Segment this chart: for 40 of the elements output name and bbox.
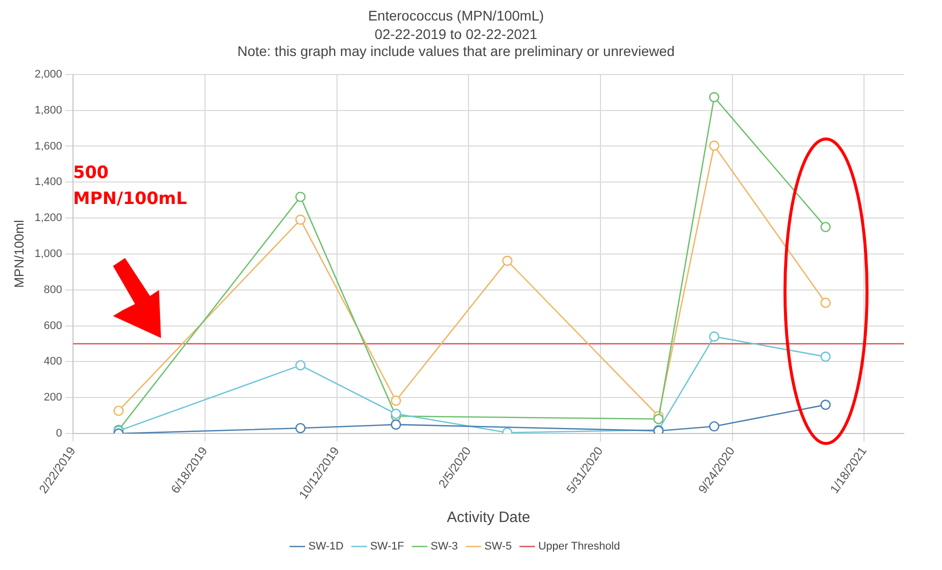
y-tick-label: 1,000 bbox=[34, 248, 62, 260]
point bbox=[820, 222, 831, 232]
x-axis-title: Activity Date bbox=[446, 509, 530, 526]
point bbox=[709, 140, 720, 151]
point bbox=[820, 400, 831, 410]
point bbox=[390, 419, 402, 430]
point bbox=[820, 352, 831, 362]
y-tick-label: 800 bbox=[44, 284, 62, 296]
text: Note: this graph may include values that are preliminary or unreviewed bbox=[237, 42, 675, 59]
y-axis-title: MPN/100ml bbox=[11, 220, 26, 288]
point bbox=[295, 192, 306, 202]
point bbox=[820, 298, 831, 308]
y-tick-label: 1,200 bbox=[34, 212, 62, 224]
point bbox=[390, 396, 402, 406]
point bbox=[709, 421, 720, 432]
y-tick-label: 0 bbox=[56, 428, 62, 440]
legend-label: SW-3 bbox=[430, 540, 458, 553]
point bbox=[709, 92, 720, 102]
chart-title: Enterococcus (MPN/100mL) bbox=[368, 7, 544, 24]
y-tick-label: 200 bbox=[44, 392, 62, 404]
point bbox=[390, 408, 402, 419]
y-tick-label: 400 bbox=[44, 356, 62, 368]
point bbox=[295, 360, 306, 370]
chart-subtitle: 02-22-2019 to 02-22-2021 bbox=[374, 26, 538, 42]
y-tick-label: 1,600 bbox=[34, 140, 62, 152]
point bbox=[295, 423, 306, 434]
point bbox=[502, 256, 512, 266]
point bbox=[113, 406, 124, 416]
point bbox=[709, 331, 720, 342]
y-tick-label: 1,400 bbox=[34, 176, 62, 188]
legend-label: SW-1F bbox=[370, 540, 404, 553]
y-tick-label: 2,000 bbox=[34, 68, 62, 80]
legend-label: Upper Threshold bbox=[538, 540, 620, 553]
y-tick-label: 1,800 bbox=[34, 104, 62, 116]
point bbox=[295, 214, 306, 225]
y-tick-label: 600 bbox=[44, 320, 62, 332]
legend-label: SW-1D bbox=[308, 540, 344, 553]
legend-label: SW-5 bbox=[484, 540, 512, 553]
annotation: 500 MPN/100mL bbox=[73, 162, 188, 212]
point bbox=[653, 414, 664, 424]
